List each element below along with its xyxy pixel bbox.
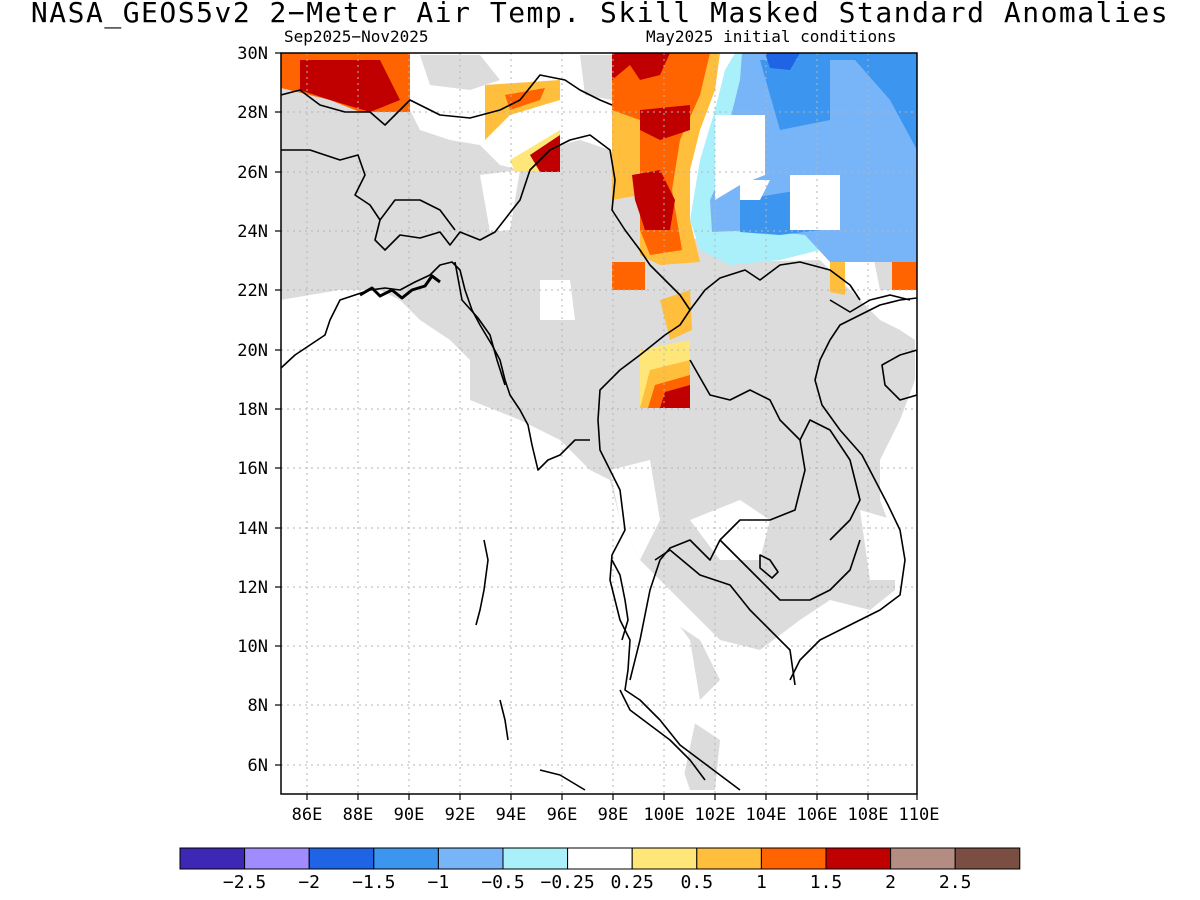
colorbar-label: 0.25 <box>610 872 654 893</box>
colorbar-label: −0.5 <box>481 872 525 893</box>
latitude-labels: 30N 28N 26N 24N 22N 20N 18N 16N 14N 12N … <box>237 44 268 776</box>
lat-label: 24N <box>237 222 268 242</box>
colorbar-swatch <box>437 847 504 870</box>
lat-label: 18N <box>237 400 268 420</box>
lon-label: 88E <box>343 805 374 825</box>
colorbar-swatch <box>954 847 1021 870</box>
colorbar-swatch <box>890 847 956 870</box>
colorbar-swatch <box>308 847 375 870</box>
lat-label: 14N <box>237 519 268 539</box>
colorbar-label: −1 <box>427 872 450 893</box>
colorbar-label: 2.5 <box>938 872 972 893</box>
colorbar-label: 2 <box>885 872 897 893</box>
lat-label: 28N <box>237 103 268 123</box>
colorbar-label: −1.5 <box>352 872 396 893</box>
colorbar-label: 1.5 <box>809 872 843 893</box>
colorbar-label: −0.25 <box>540 872 595 893</box>
lon-label: 100E <box>644 805 685 825</box>
colorbar-swatch <box>179 847 246 870</box>
lat-label: 12N <box>237 578 268 598</box>
chart-title: NASA_GEOS5v2 2−Meter Air Temp. Skill Mas… <box>30 0 1170 29</box>
lon-label: 94E <box>496 805 527 825</box>
longitude-labels: 86E 88E 90E 92E 94E 96E 98E 100E 102E 10… <box>292 805 940 825</box>
map-plot-area <box>281 53 917 794</box>
lat-label: 26N <box>237 163 268 183</box>
colorbar-label: 0.5 <box>680 872 714 893</box>
colorbar-swatch <box>567 847 633 870</box>
colorbar-swatch <box>696 847 762 870</box>
lon-label: 102E <box>695 805 736 825</box>
colorbar <box>179 847 1021 870</box>
colorbar-swatch <box>244 847 310 870</box>
lon-label: 86E <box>292 805 323 825</box>
lon-label: 110E <box>899 805 940 825</box>
map-frame <box>280 52 918 795</box>
lat-label: 6N <box>248 756 268 776</box>
colorbar-swatch <box>631 847 698 870</box>
lat-label: 8N <box>248 696 268 716</box>
colorbar-swatch <box>373 847 439 870</box>
lon-label: 90E <box>394 805 425 825</box>
lat-label: 30N <box>237 44 268 64</box>
season-label: Sep2025−Nov2025 <box>284 27 429 46</box>
colorbar-label: −2 <box>298 872 321 893</box>
unmasked-gaps <box>281 170 895 794</box>
lon-label: 92E <box>445 805 476 825</box>
cool-area-gaps <box>715 115 840 230</box>
colorbar-swatch <box>825 847 892 870</box>
colorbar-swatch <box>760 847 827 870</box>
lat-label: 16N <box>237 459 268 479</box>
lon-label: 106E <box>797 805 838 825</box>
lat-label: 10N <box>237 637 268 657</box>
colorbar-label: 1 <box>755 872 767 893</box>
lon-label: 108E <box>848 805 889 825</box>
lat-label: 22N <box>237 281 268 301</box>
lon-label: 96E <box>547 805 578 825</box>
axis-ticks <box>275 52 918 800</box>
colorbar-swatch <box>502 847 569 870</box>
lon-label: 104E <box>746 805 787 825</box>
cool-anomaly-patches <box>690 53 917 265</box>
initial-conditions-label: May2025 initial conditions <box>646 27 897 46</box>
lon-label: 98E <box>598 805 629 825</box>
colorbar-label: −2.5 <box>222 872 267 893</box>
coastlines-and-borders <box>281 74 917 791</box>
lat-label: 20N <box>237 341 268 361</box>
